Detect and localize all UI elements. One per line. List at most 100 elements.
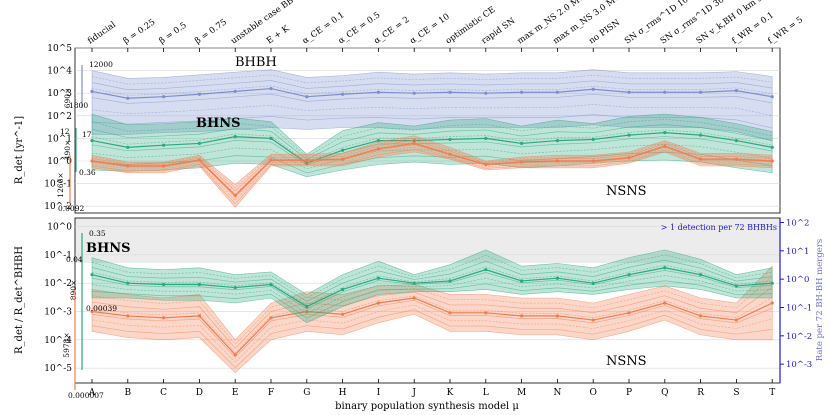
bottom-y-tick-label: 10^-5 [44, 364, 72, 374]
nsns-point [734, 157, 739, 161]
bhns-point [90, 138, 94, 143]
nsns-point [699, 157, 703, 161]
bhns-point [734, 138, 739, 143]
b-nsns-point [663, 301, 667, 305]
nsns-point [770, 159, 774, 163]
right-y-tick-label: 10^1 [786, 247, 809, 257]
bhbh-point [448, 90, 452, 94]
annot-b-bhns-factor: 890× [69, 280, 78, 301]
right-y-tick-label: 10^-3 [786, 360, 812, 370]
bhns-point [197, 141, 201, 146]
nsns-line [91, 144, 773, 198]
bhbh-point [734, 89, 739, 93]
bhbh-point [376, 90, 380, 94]
x-tick-label: D [196, 388, 203, 398]
b-nsns-point [699, 314, 703, 318]
x-tick-label: R [697, 388, 704, 398]
right-y-tick-label: 10^2 [786, 218, 809, 228]
bhns-point [269, 136, 273, 140]
b-nsns-point [90, 309, 94, 314]
bottom-grid [75, 226, 780, 369]
b-nsns-point [484, 311, 488, 315]
b-bhns-median [91, 267, 773, 308]
top-y-ticks: 10^-2 10^-1 10^0 10^1 10^2 10^3 10^4 10^5 [44, 44, 72, 212]
annot-b-nsns-factor: 5978× [62, 332, 71, 357]
b-nsns-point [770, 301, 774, 305]
x-tick-label: I [377, 388, 381, 398]
bhns-point [126, 145, 130, 149]
nsns-line [91, 137, 773, 189]
annot-bhbh-factor: 690× [63, 88, 72, 109]
bottom-annotations: 0.35 0.04 890× 0.00039 5978× 0.000007 [62, 229, 117, 400]
b-bhns-line [91, 254, 773, 299]
bottom-y-tick-label: 10^-2 [44, 279, 72, 289]
b-nsns-point [341, 312, 345, 316]
right-y-tick-label: 10^-1 [786, 303, 812, 313]
annot-b-bhns-top: 0.35 [89, 229, 106, 238]
b-nsns-point [197, 314, 201, 318]
bhns-point [162, 143, 166, 147]
x-tick-label: C [160, 388, 167, 398]
b-nsns-point [591, 318, 595, 322]
bhbh-point [699, 90, 703, 94]
x-tick-label: J [411, 388, 416, 398]
bottom-x-ticks: A B C D E F G H I J K L M N O P Q R S T [88, 48, 775, 398]
top-category-label: no PISN [587, 18, 622, 47]
top-y-tick-label: 10^3 [47, 89, 72, 99]
b-bhns-line [91, 275, 773, 314]
bhbh-point [341, 92, 345, 96]
bottom-y-axis-label: R_det / R_det^BHBH [14, 246, 25, 354]
b-bhns-point [627, 273, 631, 277]
b-bhns-point [162, 282, 166, 287]
bhns-point [448, 137, 452, 142]
nsns-line [91, 149, 773, 205]
x-tick-label: O [590, 388, 597, 398]
bhns-median [91, 132, 773, 164]
b-bhns-point [376, 276, 380, 280]
bhbh-point [770, 95, 774, 99]
nsns-point [412, 141, 416, 146]
b-nsns-point [126, 314, 130, 318]
x-tick-label: N [553, 388, 561, 398]
annot-bhbh-top: 12000 [89, 60, 113, 69]
b-nsns-point [233, 353, 237, 357]
bhns-point [233, 135, 237, 139]
bhns-point [555, 138, 560, 143]
x-tick-label: A [88, 388, 96, 398]
bhns-point [376, 138, 380, 143]
nsns-point [90, 159, 94, 163]
nsns-line [91, 146, 773, 201]
top-y-tick-label: 10^4 [47, 67, 72, 77]
nsns-line [91, 139, 773, 192]
bhbh-point [412, 91, 416, 95]
bhbh-point [484, 91, 488, 95]
top-category-labels: fiducial β = 0.25 β = 0.5 β = 0.75 unstable … [86, 0, 805, 46]
top-series [90, 69, 774, 208]
nsns-point [197, 158, 201, 162]
label-bhns: BHNS [196, 116, 241, 131]
bottom-series [90, 249, 774, 373]
b-nsns-line [91, 299, 773, 358]
x-tick-label: E [232, 388, 239, 398]
nsns-point [627, 156, 631, 160]
x-tick-label: P [626, 388, 632, 398]
nsns-point [341, 157, 345, 161]
top-y-tick-label: 10^2 [47, 112, 72, 122]
bhns-point [591, 137, 595, 142]
top-y-tick-label: 10^1 [47, 134, 72, 144]
label-nsns: NSNS [606, 184, 647, 199]
annot-bhns-factor: 490× [63, 140, 72, 161]
bottom-right-y-ticks: 10^-3 10^-2 10^-1 10^0 10^1 10^2 [779, 218, 812, 383]
b-bhns-point [591, 281, 595, 285]
b-bhns-line [91, 259, 773, 302]
bottom-label-bhns: BHNS [86, 241, 131, 256]
x-tick-label: S [733, 388, 739, 398]
bhns-line [91, 118, 773, 158]
annot-nsns-factor: 1266× [56, 172, 65, 197]
bhbh-point [126, 96, 130, 100]
b-bhns-band [91, 249, 773, 324]
nsns-point [269, 158, 273, 162]
b-nsns-point [627, 311, 631, 315]
bhbh-point [591, 87, 595, 91]
